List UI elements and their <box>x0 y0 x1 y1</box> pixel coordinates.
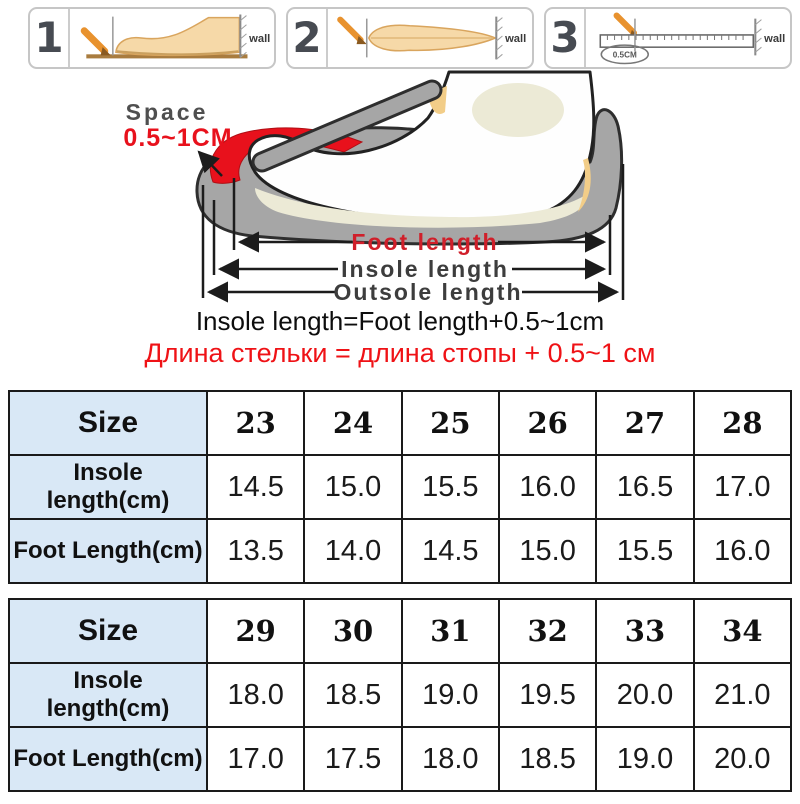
size-value-cell: 23 <box>205 390 306 456</box>
pencil-tip <box>356 35 367 45</box>
size-value-cell: 32 <box>497 598 598 664</box>
value-cell: 20.0 <box>692 726 793 792</box>
insole-length-label: Insole length <box>341 256 509 282</box>
value-cell: 19.0 <box>595 726 695 792</box>
value-cell: 20.0 <box>595 662 695 728</box>
foot-length-label: Foot length <box>351 229 498 255</box>
size-value-cell: 33 <box>595 598 695 664</box>
foot-length-arrow: Foot length <box>237 229 607 255</box>
note-circle <box>600 44 649 65</box>
table-row: Insole length(cm) 18.0 18.5 19.0 19.5 20… <box>8 662 793 728</box>
space-label: Space <box>126 99 209 125</box>
size-value-cell: 25 <box>400 390 500 456</box>
value-cell: 17.0 <box>205 726 306 792</box>
shoe-measure-diagram: Space 0.5~1CM Foot length Insole length <box>123 70 625 305</box>
size-value-cell: 24 <box>303 390 403 456</box>
wall-label: wall <box>763 33 785 45</box>
value-cell: 19.0 <box>400 662 500 728</box>
value-cell: 19.5 <box>497 662 598 728</box>
insole-shape <box>255 188 585 228</box>
size-value-cell: 28 <box>692 390 793 456</box>
wall-label: wall <box>248 33 270 45</box>
value-cell: 17.0 <box>692 454 793 520</box>
foot-top-measure-icon: wall <box>337 16 526 60</box>
value-cell: 18.5 <box>303 662 403 728</box>
table-row: Foot Length(cm) 17.0 17.5 18.0 18.5 19.0… <box>8 726 793 792</box>
space-value: 0.5~1CM <box>123 124 232 152</box>
value-cell: 21.0 <box>692 662 793 728</box>
wall-hatching <box>240 15 247 58</box>
value-cell: 15.0 <box>497 518 598 584</box>
ruler-ticks <box>606 34 744 41</box>
value-cell: 18.5 <box>497 726 598 792</box>
value-cell: 16.5 <box>595 454 695 520</box>
size-value-cell: 27 <box>595 390 695 456</box>
table-row: Foot Length(cm) 13.5 14.0 14.5 15.0 15.5… <box>8 518 793 584</box>
table-row: Insole length(cm) 14.5 15.0 15.5 16.0 16… <box>8 454 793 520</box>
pencil-icon <box>613 12 637 36</box>
heel-lining <box>578 158 591 212</box>
foot-side-shape <box>115 16 241 57</box>
value-cell: 13.5 <box>205 518 306 584</box>
ruler-measure-icon: 0.5CM wall <box>599 12 785 65</box>
pencil-icon <box>80 27 109 55</box>
outsole-length-label: Outsole length <box>334 279 523 305</box>
extension-lines <box>201 164 625 300</box>
step-1-number: 1 <box>30 9 70 67</box>
row-label-cell: Foot Length(cm) <box>8 518 208 584</box>
value-cell: 14.5 <box>205 454 306 520</box>
formula-russian: Длина стельки = длина стопы + 0.5~1 см <box>144 338 656 368</box>
size-value-cell: 34 <box>692 598 793 664</box>
size-header-cell: Size <box>8 390 208 456</box>
size-table-2: Size 29 30 31 32 33 34 Insole length(cm)… <box>8 598 793 792</box>
size-value-cell: 30 <box>303 598 403 664</box>
step-panel-2: 2 wall <box>286 7 534 69</box>
value-cell: 18.0 <box>205 662 306 728</box>
value-cell: 16.0 <box>692 518 793 584</box>
step-1-illustration: wall <box>70 9 274 67</box>
shoe-vamp <box>254 82 440 170</box>
value-cell: 15.5 <box>400 454 500 520</box>
step-2-number: 2 <box>288 9 328 67</box>
wall-label: wall <box>504 33 526 45</box>
floor-line <box>86 54 248 59</box>
size-value-cell: 26 <box>497 390 598 456</box>
value-cell: 16.0 <box>497 454 598 520</box>
formula-english: Insole length=Foot length+0.5~1cm <box>195 306 605 336</box>
row-label-cell: Insole length(cm) <box>8 454 208 520</box>
pencil-tip <box>100 47 111 56</box>
value-cell: 14.0 <box>303 518 403 584</box>
measurement-steps: 1 wall <box>28 7 792 69</box>
table-row: Size 29 30 31 32 33 34 <box>8 598 793 664</box>
step-3-illustration: 0.5CM wall <box>586 9 790 67</box>
insole-length-arrow: Insole length <box>217 256 607 282</box>
note-label: 0.5CM <box>613 50 637 59</box>
ruler <box>599 34 755 48</box>
step-panel-1: 1 wall <box>28 7 276 69</box>
value-cell: 15.5 <box>595 518 695 584</box>
value-cell: 18.0 <box>400 726 500 792</box>
foot-sole-line <box>116 50 239 56</box>
step-panel-3: 3 <box>544 7 792 69</box>
wall-hatching <box>754 19 762 53</box>
row-label-cell: Insole length(cm) <box>8 662 208 728</box>
ankle-shading <box>472 83 564 137</box>
outsole-length-arrow: Outsole length <box>206 279 620 305</box>
space-arrow <box>197 150 223 177</box>
row-label-cell: Foot Length(cm) <box>8 726 208 792</box>
size-value-cell: 29 <box>205 598 306 664</box>
table-row: Size 23 24 25 26 27 28 <box>8 390 793 456</box>
step-2-illustration: wall <box>328 9 532 67</box>
size-header-cell: Size <box>8 598 208 664</box>
value-cell: 17.5 <box>303 726 403 792</box>
size-table-1: Size 23 24 25 26 27 28 Insole length(cm)… <box>8 390 793 584</box>
value-cell: 15.0 <box>303 454 403 520</box>
step-3-number: 3 <box>546 9 586 67</box>
wall-hatching <box>495 17 503 60</box>
pencil-icon <box>337 16 364 44</box>
size-value-cell: 31 <box>400 598 500 664</box>
value-cell: 14.5 <box>400 518 500 584</box>
foot-side-measure-icon: wall <box>80 14 270 59</box>
